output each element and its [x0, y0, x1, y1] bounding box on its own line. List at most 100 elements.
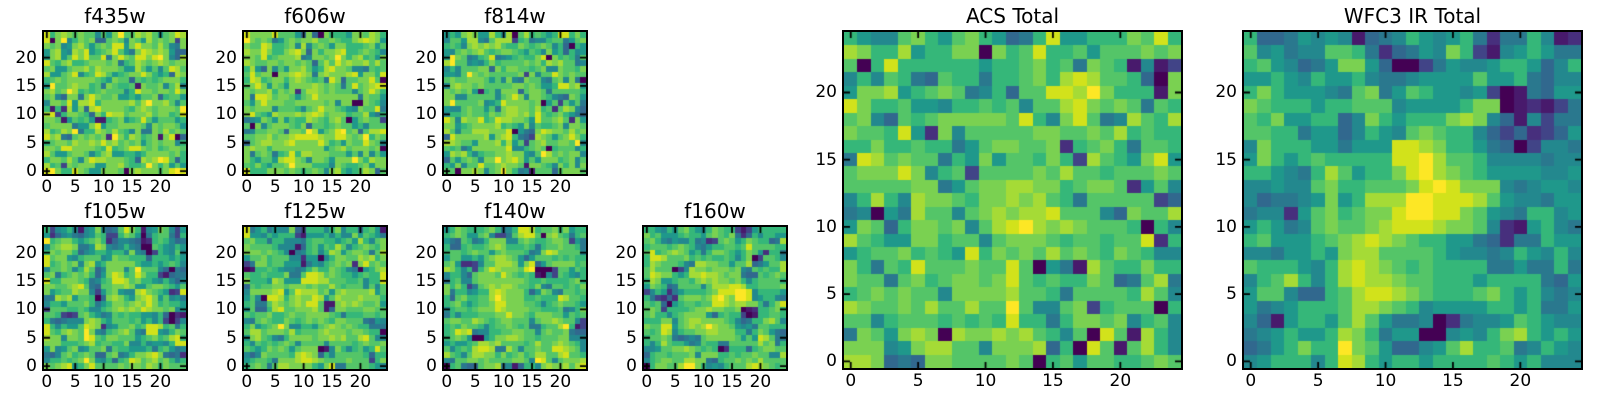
y-tick-label: 15	[1215, 149, 1237, 170]
y-tick-label: 15	[215, 270, 237, 291]
x-tick-label: 5	[269, 177, 281, 197]
x-tick-label: 0	[641, 372, 653, 392]
heatmap-panel-f606w	[242, 30, 388, 176]
x-tick-label: 15	[121, 372, 143, 392]
heatmap-panel-f105w	[42, 225, 188, 371]
heatmap-canvas	[444, 32, 586, 174]
panel-title: WFC3 IR Total	[1343, 4, 1482, 28]
y-tick-label: 5	[1226, 284, 1237, 305]
heatmap-panel-f435w	[42, 30, 188, 176]
x-tick-label: 5	[69, 372, 81, 392]
y-tick-label: 20	[15, 242, 37, 263]
y-tick-label: 15	[15, 75, 37, 96]
y-tick-label: 5	[26, 327, 37, 348]
y-tick-label: 10	[615, 299, 637, 320]
x-tick-label: 20	[1109, 371, 1132, 391]
y-tick-label: 5	[26, 132, 37, 153]
y-tick-label: 10	[215, 299, 237, 320]
heatmap-canvas	[444, 227, 586, 369]
y-tick-label: 5	[626, 327, 637, 348]
x-tick-label: 0	[1245, 371, 1257, 391]
y-tick-label: 0	[1226, 351, 1237, 372]
x-tick-label: 5	[469, 177, 481, 197]
heatmap-panel-wfc3-ir-total	[1242, 30, 1583, 370]
x-tick-label: 20	[349, 372, 372, 392]
x-tick-label: 0	[845, 371, 857, 391]
x-tick-label: 15	[521, 372, 543, 392]
x-tick-label: 0	[241, 372, 253, 392]
x-tick-label: 5	[269, 372, 281, 392]
heatmap-panel-f160w	[642, 225, 788, 371]
y-tick-label: 15	[615, 270, 637, 291]
panel-title: ACS Total	[965, 4, 1060, 28]
y-tick-label: 20	[615, 242, 637, 263]
y-tick-label: 5	[226, 327, 237, 348]
heatmap-canvas	[244, 227, 386, 369]
y-tick-label: 15	[415, 270, 437, 291]
y-tick-label: 10	[15, 299, 37, 320]
y-tick-label: 0	[626, 356, 637, 377]
y-tick-label: 20	[815, 82, 837, 103]
x-tick-label: 15	[1042, 371, 1064, 391]
y-tick-label: 5	[426, 327, 437, 348]
panel-title: f814w	[484, 4, 546, 28]
y-tick-label: 20	[415, 242, 437, 263]
x-tick-label: 15	[521, 177, 543, 197]
y-tick-label: 15	[215, 75, 237, 96]
y-tick-label: 20	[215, 242, 237, 263]
x-tick-label: 5	[669, 372, 681, 392]
y-tick-label: 10	[1215, 216, 1237, 237]
heatmap-canvas	[244, 32, 386, 174]
x-tick-label: 0	[41, 372, 53, 392]
x-tick-label: 15	[1442, 371, 1464, 391]
y-tick-label: 10	[415, 104, 437, 125]
x-tick-label: 0	[441, 177, 453, 197]
heatmap-panel-acs-total	[842, 30, 1183, 370]
y-tick-label: 10	[815, 216, 837, 237]
y-tick-label: 5	[426, 132, 437, 153]
x-tick-label: 5	[69, 177, 81, 197]
x-tick-label: 10	[292, 372, 315, 392]
x-tick-label: 10	[692, 372, 715, 392]
y-tick-label: 20	[1215, 82, 1237, 103]
x-tick-label: 20	[549, 372, 572, 392]
x-tick-label: 10	[292, 177, 315, 197]
x-tick-label: 5	[912, 371, 924, 391]
y-tick-label: 0	[226, 161, 237, 182]
x-tick-label: 20	[149, 372, 172, 392]
y-tick-label: 15	[815, 149, 837, 170]
y-tick-label: 20	[15, 47, 37, 68]
panel-title: f160w	[684, 199, 746, 223]
x-tick-label: 5	[1312, 371, 1324, 391]
x-tick-label: 10	[92, 177, 115, 197]
x-tick-label: 10	[492, 372, 515, 392]
y-tick-label: 15	[415, 75, 437, 96]
y-tick-label: 0	[426, 161, 437, 182]
x-tick-label: 20	[1509, 371, 1532, 391]
y-tick-label: 10	[15, 104, 37, 125]
x-tick-label: 10	[974, 371, 997, 391]
x-tick-label: 15	[121, 177, 143, 197]
heatmap-canvas	[44, 227, 186, 369]
y-tick-label: 0	[26, 161, 37, 182]
panel-title: f125w	[284, 199, 346, 223]
heatmap-panel-f814w	[442, 30, 588, 176]
heatmap-canvas	[844, 32, 1181, 368]
heatmap-canvas	[44, 32, 186, 174]
x-tick-label: 0	[241, 177, 253, 197]
y-tick-label: 20	[415, 47, 437, 68]
y-tick-label: 5	[226, 132, 237, 153]
y-tick-label: 0	[26, 356, 37, 377]
y-tick-label: 10	[415, 299, 437, 320]
y-tick-label: 0	[826, 351, 837, 372]
y-tick-label: 5	[826, 284, 837, 305]
x-tick-label: 10	[1374, 371, 1397, 391]
y-tick-label: 0	[226, 356, 237, 377]
panel-title: f606w	[284, 4, 346, 28]
x-tick-label: 0	[41, 177, 53, 197]
x-tick-label: 5	[469, 372, 481, 392]
panel-title: f105w	[84, 199, 146, 223]
panel-title: f435w	[84, 4, 146, 28]
x-tick-label: 15	[721, 372, 743, 392]
x-tick-label: 10	[92, 372, 115, 392]
